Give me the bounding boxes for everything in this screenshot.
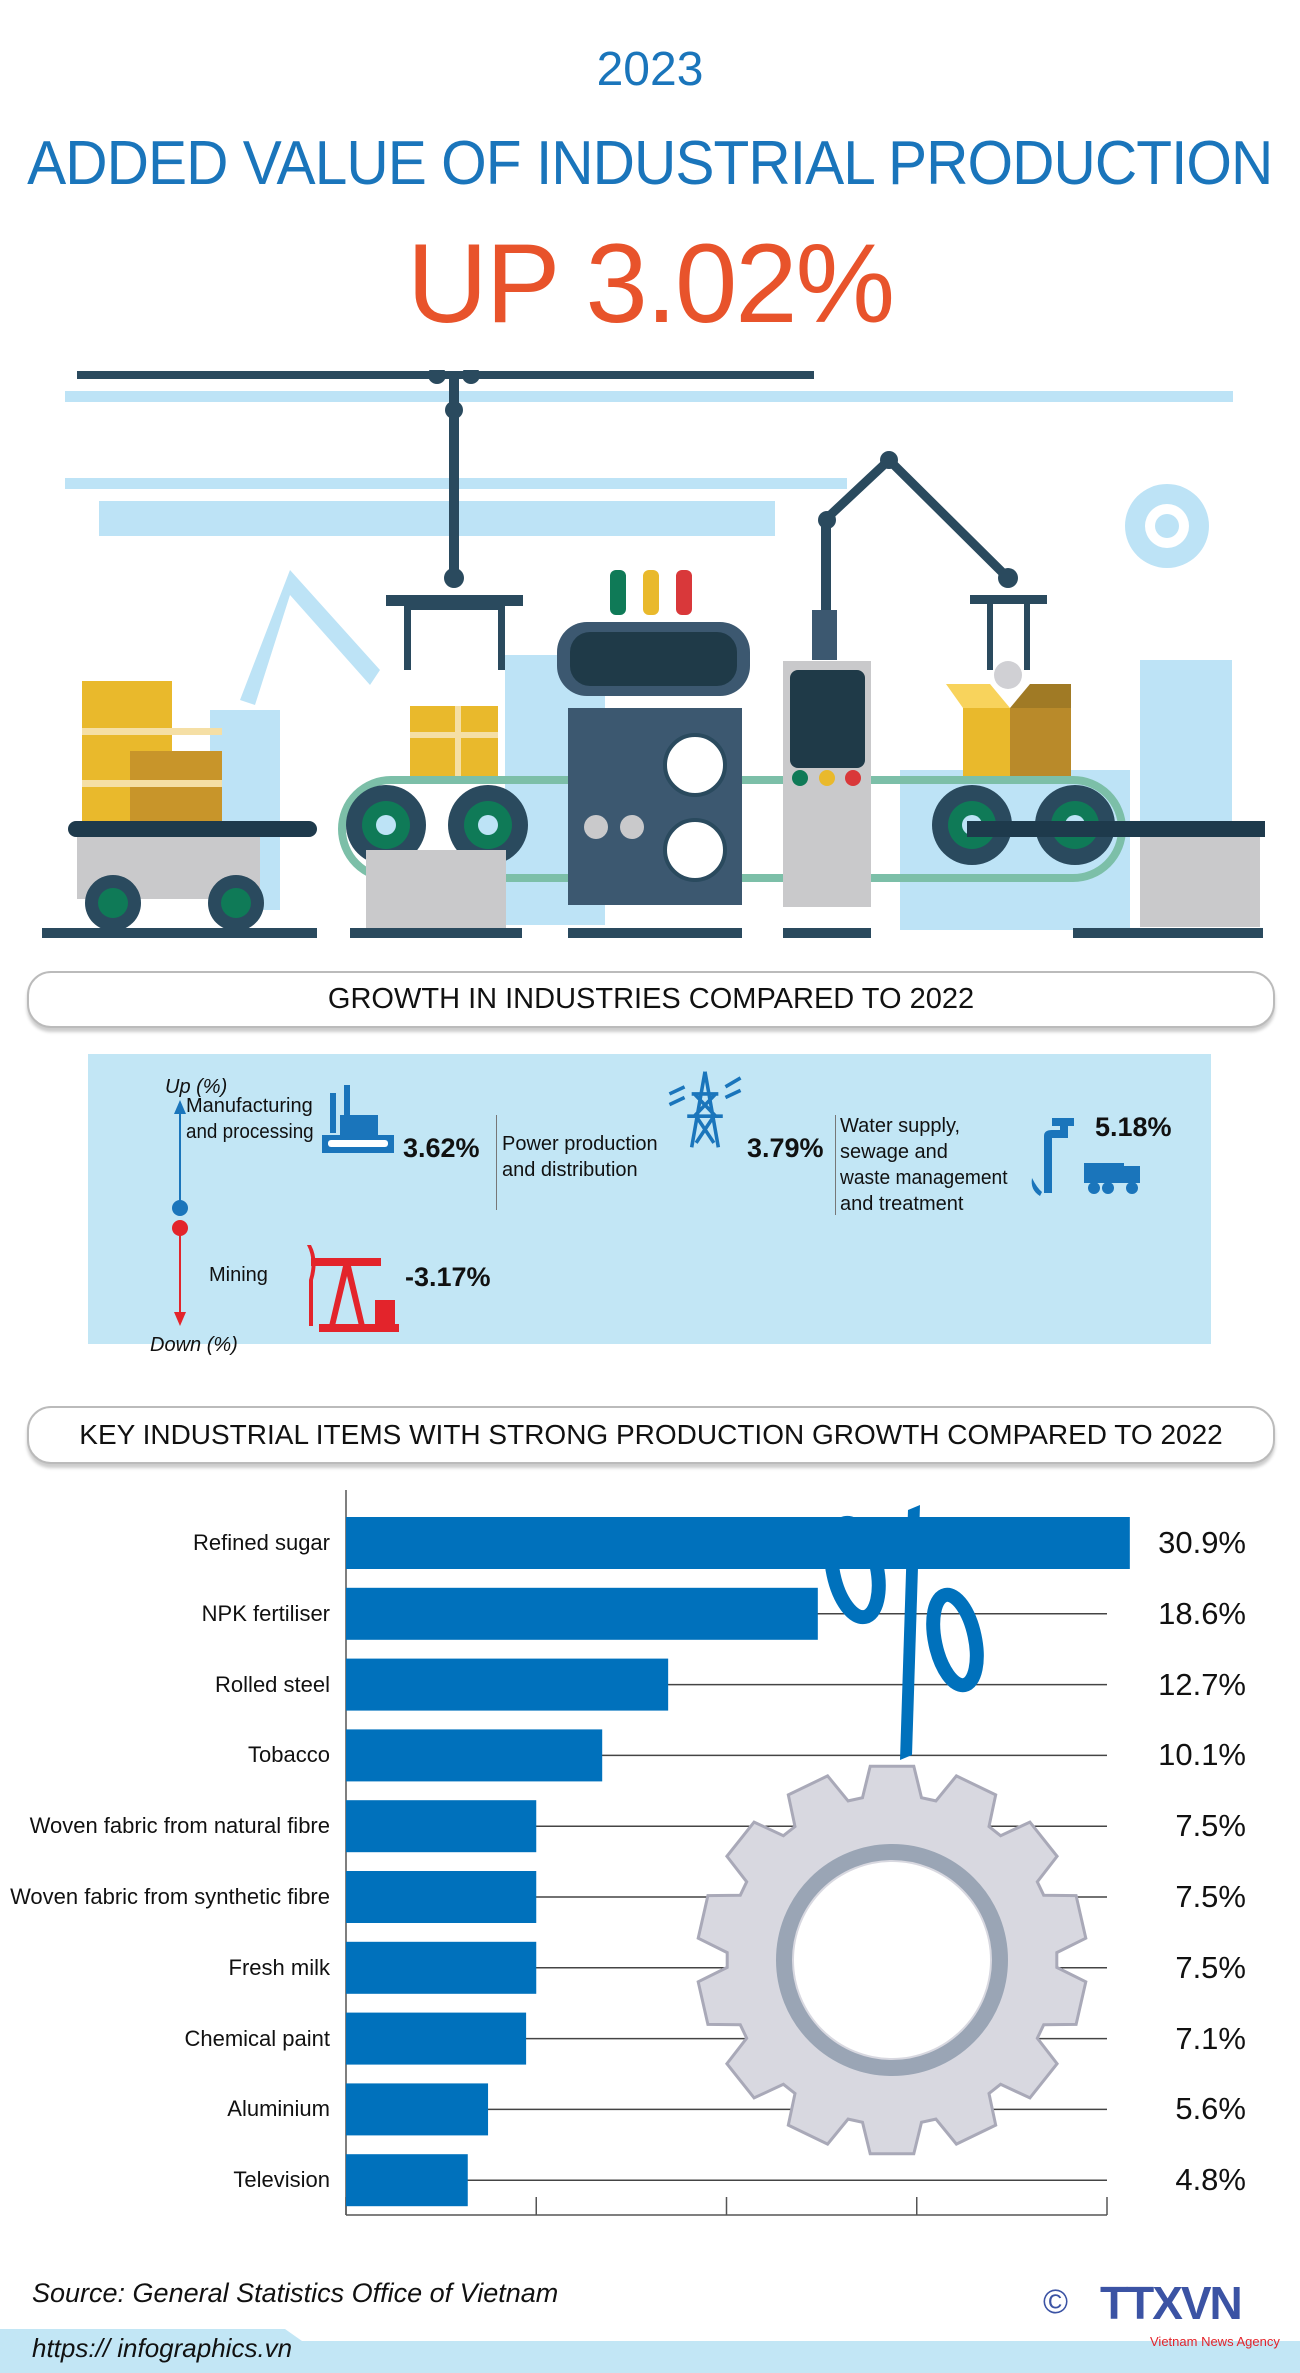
bar-chart <box>345 1490 1130 2216</box>
factory-illustration <box>42 370 1265 938</box>
value-label: 5.6% <box>1175 2091 1246 2127</box>
bar-4 <box>346 1800 537 1853</box>
label-line: and treatment <box>840 1193 964 1215</box>
industry-manufacturing-label: Manufacturing and processing <box>186 1093 314 1145</box>
logo-text: TTXVN <box>1100 2277 1243 2329</box>
category-label: Chemical paint <box>184 2025 330 2051</box>
category-label: Television <box>233 2167 330 2193</box>
bar-5 <box>346 1871 537 1923</box>
website-link[interactable]: https:// infographics.vn <box>32 2333 293 2363</box>
category-label: NPK fertiliser <box>201 1600 330 1626</box>
gear-percent-illustration <box>696 1505 1088 2156</box>
industry-mining-label: Mining <box>209 1264 268 1286</box>
value-label: 7.5% <box>1175 1808 1246 1844</box>
copyright-icon: © <box>1043 2283 1069 2321</box>
growth-panel <box>88 1054 1211 1344</box>
page-title: ADDED VALUE OF INDUSTRIAL PRODUCTION <box>27 129 1273 198</box>
industry-power-value: 3.79% <box>747 1133 824 1163</box>
value-label: 10.1% <box>1158 1737 1246 1773</box>
category-label: Rolled steel <box>215 1671 330 1697</box>
label-line: waste management <box>840 1167 1008 1189</box>
items-section-header: KEY INDUSTRIAL ITEMS WITH STRONG PRODUCT… <box>27 1406 1275 1464</box>
label-line: Manufacturing <box>186 1095 313 1117</box>
value-label: 18.6% <box>1158 1595 1246 1631</box>
down-arrow-icon <box>174 1312 186 1326</box>
label-line: Water supply, <box>840 1115 961 1137</box>
water-truck-icon <box>1031 1118 1140 1196</box>
category-label: Aluminium <box>227 2096 330 2122</box>
url-band <box>0 2329 1300 2373</box>
bar-7 <box>346 2012 527 2065</box>
industry-water-label: Water supply, sewage and waste managemen… <box>840 1113 1008 1217</box>
bar-3 <box>346 1729 603 1782</box>
ttxvn-logo: TTXVN <box>1100 2277 1243 2329</box>
power-tower-icon <box>668 1071 742 1148</box>
category-label: Fresh milk <box>228 1954 330 1980</box>
growth-section-title: GROWTH IN INDUSTRIES COMPARED TO 2022 <box>327 983 975 1015</box>
bar-6 <box>346 1941 537 1994</box>
bar-9 <box>346 2154 468 2207</box>
label-line: Power production <box>502 1133 658 1155</box>
year-heading: 2023 <box>596 43 704 96</box>
value-label: 12.7% <box>1158 1666 1246 1702</box>
up-dot <box>172 1200 188 1216</box>
divider <box>496 1115 497 1210</box>
category-label: Refined sugar <box>193 1530 330 1555</box>
up-arrow-icon <box>174 1100 186 1114</box>
oil-pump-icon <box>307 1245 399 1332</box>
items-section-title: KEY INDUSTRIAL ITEMS WITH STRONG PRODUCT… <box>79 1419 1223 1450</box>
label-line: and distribution <box>502 1159 638 1181</box>
category-label: Woven fabric from synthetic fibre <box>10 1884 330 1909</box>
source-note: Source: General Statistics Office of Vie… <box>32 2278 559 2308</box>
industry-water-value: 5.18% <box>1095 1112 1172 1142</box>
category-label: Tobacco <box>248 1742 330 1768</box>
label-line: sewage and <box>840 1141 948 1163</box>
bar-2 <box>346 1658 669 1711</box>
up-down-axis <box>172 1100 188 1326</box>
down-label: Down (%) <box>150 1334 238 1356</box>
growth-section-header: GROWTH IN INDUSTRIES COMPARED TO 2022 <box>27 971 1275 1028</box>
value-label: 4.8% <box>1175 2162 1246 2198</box>
value-label: 30.9% <box>1158 1525 1246 1560</box>
down-dot <box>172 1220 188 1236</box>
factory-icon <box>322 1085 394 1153</box>
logo-subtext: Vietnam News Agency <box>1150 2334 1280 2349</box>
label-line: and processing <box>186 1121 314 1143</box>
bar-0 <box>346 1517 1130 1569</box>
divider <box>835 1115 836 1215</box>
up-label: Up (%) <box>165 1076 228 1098</box>
bar-1 <box>346 1587 818 1640</box>
bar-8 <box>346 2083 489 2136</box>
value-label: 7.1% <box>1175 2020 1246 2056</box>
headline-value: UP 3.02% <box>406 221 895 346</box>
industry-power-label: Power production and distribution <box>502 1131 662 1183</box>
value-label: 7.5% <box>1175 1879 1246 1914</box>
category-label: Woven fabric from natural fibre <box>29 1813 330 1839</box>
industry-mining-value: -3.17% <box>405 1262 491 1292</box>
value-label: 7.5% <box>1175 1949 1246 1985</box>
industry-manufacturing-value: 3.62% <box>403 1133 480 1163</box>
